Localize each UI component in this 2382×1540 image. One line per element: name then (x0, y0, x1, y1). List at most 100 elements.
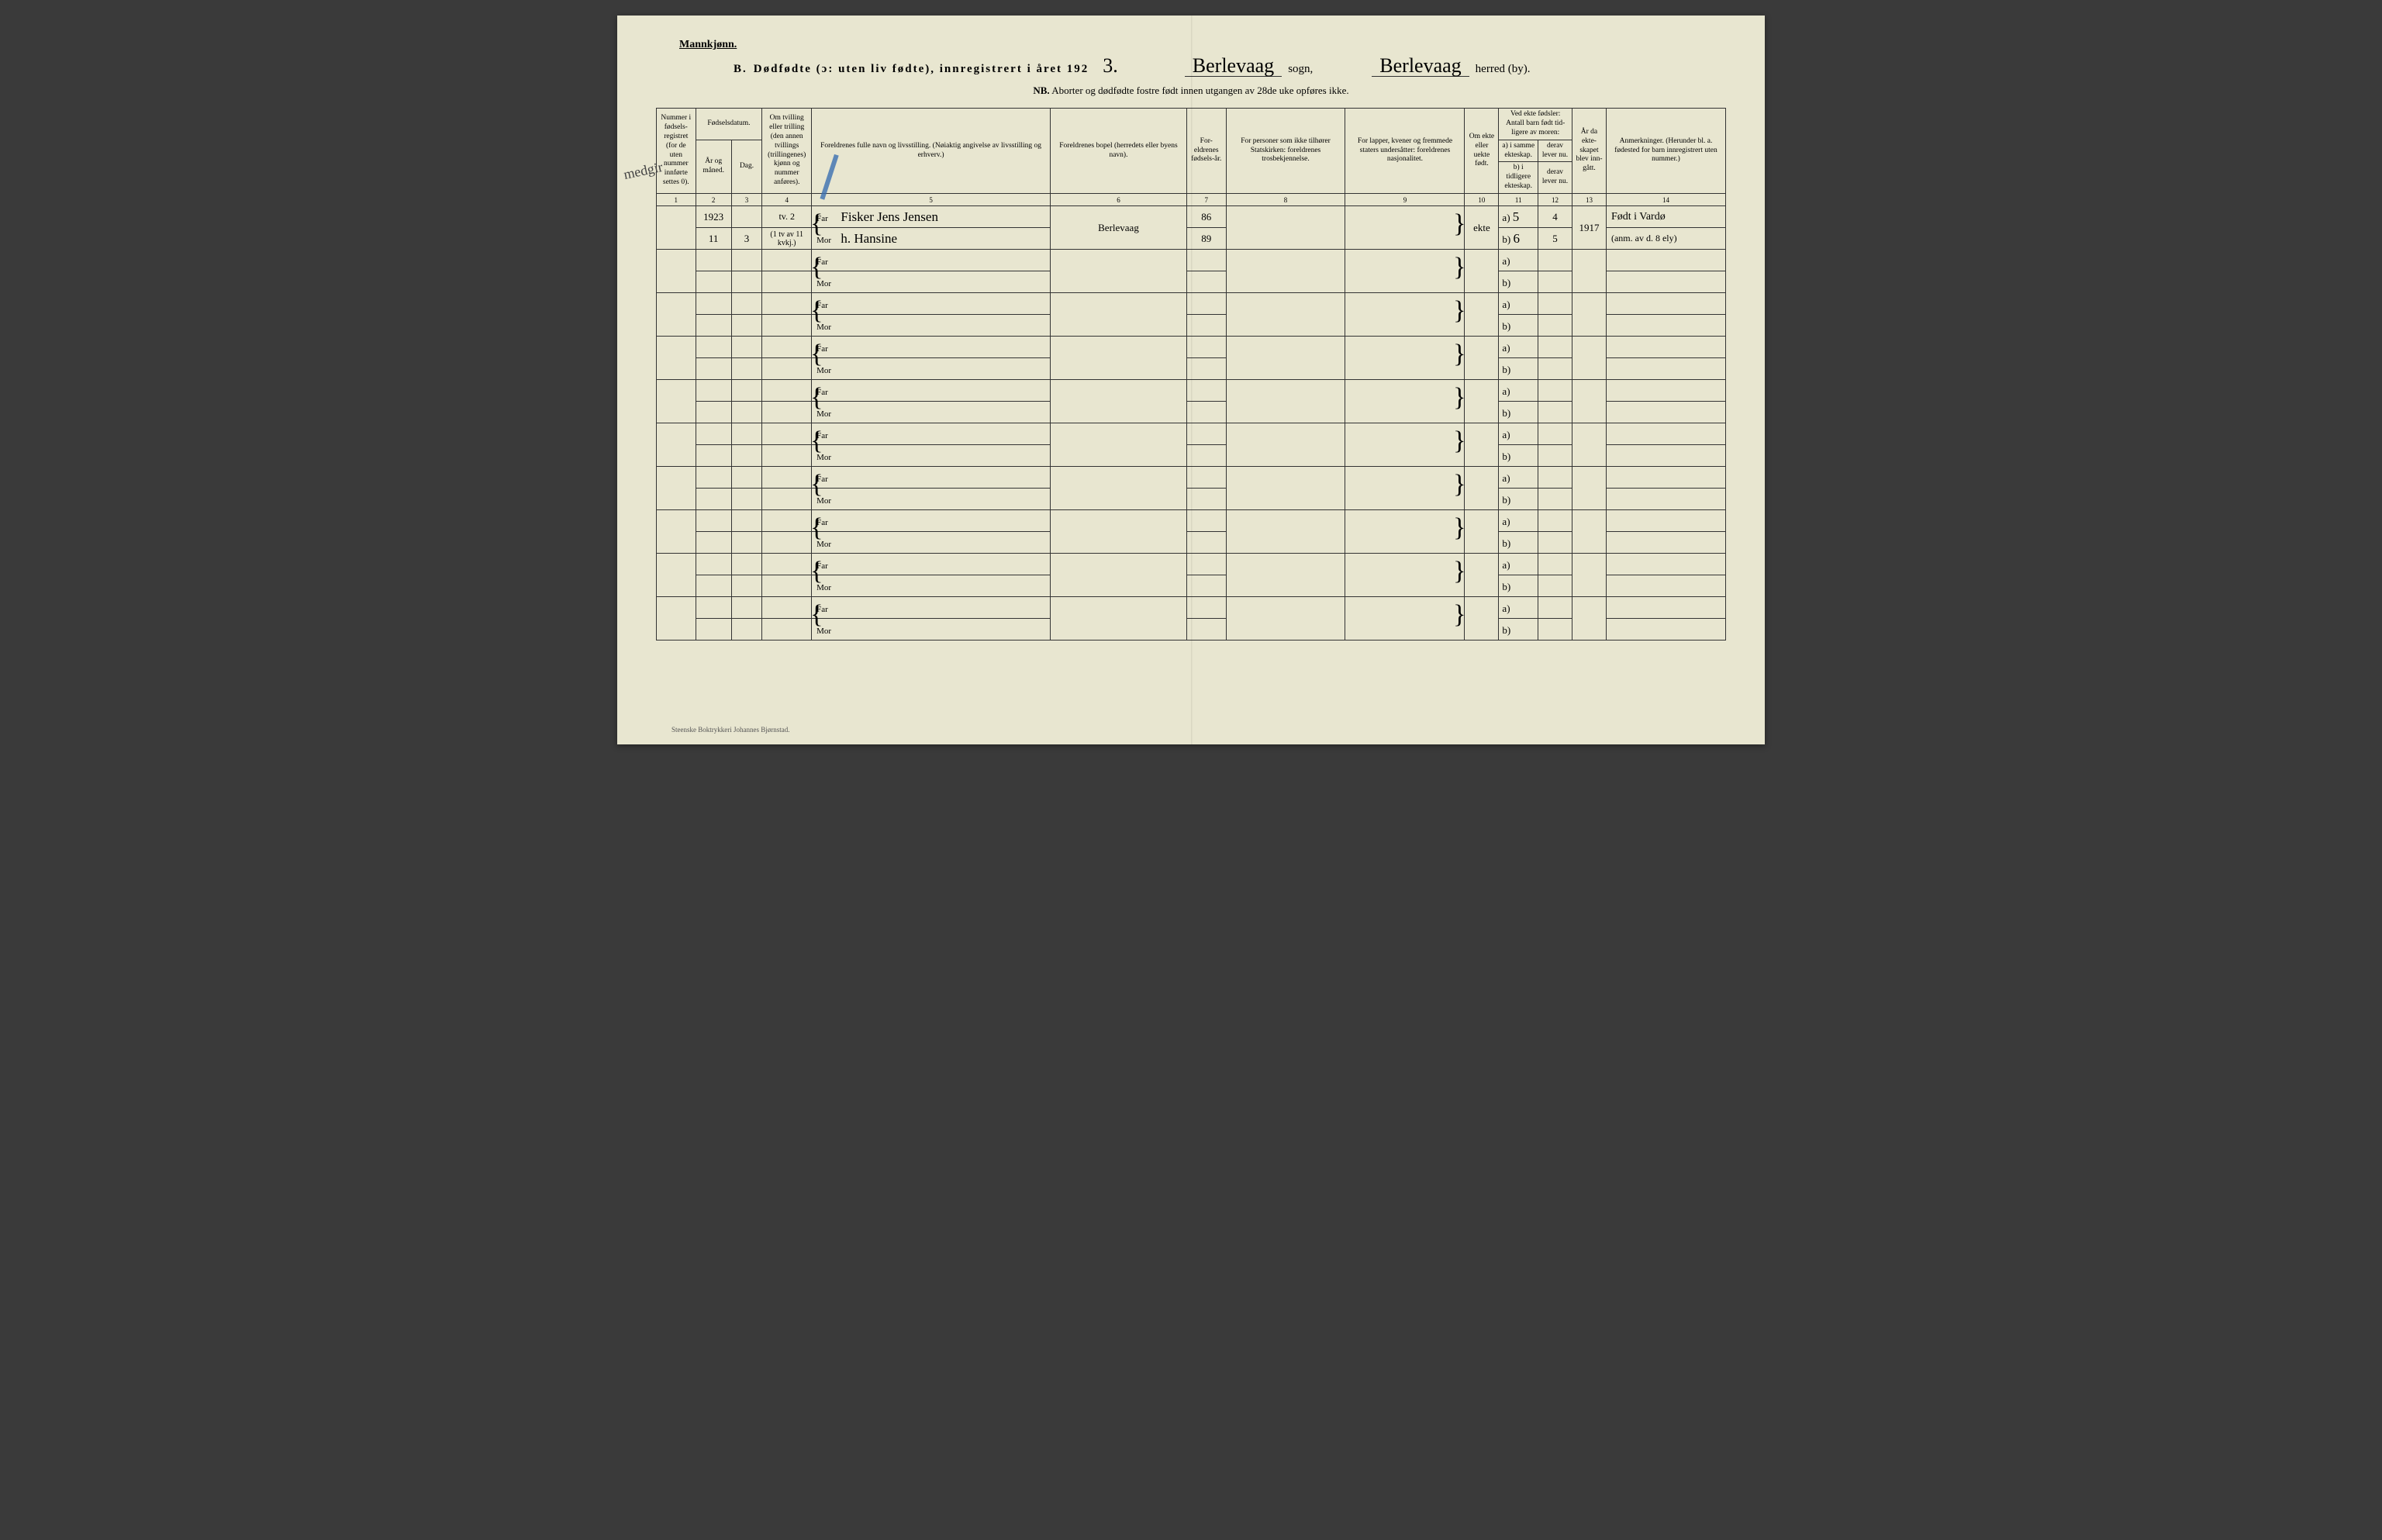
cell-8 (1226, 293, 1345, 337)
cell-mor-name: Mor (812, 402, 1051, 423)
col-header-1: Nummer i fødsels-registret (for de uten … (657, 109, 696, 194)
cell-num (657, 554, 696, 597)
cell-11b: b) (1499, 445, 1538, 467)
cell-num (657, 597, 696, 641)
col-header-2a: År og måned. (696, 140, 731, 193)
cell-ekte (1465, 510, 1499, 554)
cell-month-mor (696, 402, 731, 423)
cell-11b: b) (1499, 271, 1538, 293)
cell-8 (1226, 423, 1345, 467)
cell-11a: a) 5 (1499, 206, 1538, 228)
cell-mor-year (1186, 402, 1226, 423)
cell-mor-year (1186, 358, 1226, 380)
cell-twin-far: tv. 2 (762, 206, 812, 228)
cell-9: } (1345, 337, 1465, 380)
cell-ekte (1465, 597, 1499, 641)
colnum: 13 (1572, 194, 1606, 206)
colnum: 1 (657, 194, 696, 206)
cell-mor-year (1186, 575, 1226, 597)
cell-11b: b) (1499, 402, 1538, 423)
cell-11a: a) (1499, 423, 1538, 445)
cell-far-name: {Far (812, 510, 1051, 532)
cell-12a (1538, 293, 1572, 315)
col-header-2-top: Fødselsdatum. (696, 109, 762, 140)
cell-12b (1538, 402, 1572, 423)
cell-month-mor (696, 315, 731, 337)
cell-year (696, 423, 731, 445)
cell-mor-name: Mor (812, 358, 1051, 380)
cell-day-far (731, 467, 762, 489)
cell-9: } (1345, 467, 1465, 510)
cell-twin-mor (762, 532, 812, 554)
cell-14-far (1606, 597, 1725, 619)
cell-14-far (1606, 467, 1725, 489)
col-header-6: Foreldrenes bopel (herredets eller byens… (1051, 109, 1187, 194)
cell-mor-name: Mor h. Hansine (812, 228, 1051, 250)
cell-year (696, 467, 731, 489)
cell-num (657, 250, 696, 293)
cell-twin-far (762, 554, 812, 575)
cell-day-mor: 3 (731, 228, 762, 250)
cell-9: } (1345, 597, 1465, 641)
colnum: 9 (1345, 194, 1465, 206)
cell-12b (1538, 315, 1572, 337)
cell-11b: b) (1499, 315, 1538, 337)
cell-12b (1538, 358, 1572, 380)
cell-14-far (1606, 510, 1725, 532)
cell-mor-year: 89 (1186, 228, 1226, 250)
herred-value: Berlevaag (1372, 56, 1469, 77)
section-letter: B. (734, 63, 747, 76)
cell-num (657, 467, 696, 510)
cell-14-mor (1606, 532, 1725, 554)
cell-far-year (1186, 510, 1226, 532)
cell-11a: a) (1499, 380, 1538, 402)
cell-day-mor (731, 358, 762, 380)
cell-far-name: {Far (812, 380, 1051, 402)
cell-day-far (731, 206, 762, 228)
col-header-11b: b) i tidligere ekteskap. (1499, 162, 1538, 194)
col-header-8: For personer som ikke tilhører Statskirk… (1226, 109, 1345, 194)
cell-far-year: 86 (1186, 206, 1226, 228)
cell-twin-far (762, 293, 812, 315)
page-fold (1191, 16, 1193, 744)
cell-far-name: {Far (812, 293, 1051, 315)
cell-13 (1572, 597, 1606, 641)
sogn-label: sogn, (1288, 63, 1313, 76)
cell-month-mor (696, 445, 731, 467)
cell-14-mor (1606, 271, 1725, 293)
cell-9: } (1345, 554, 1465, 597)
cell-num (657, 380, 696, 423)
cell-year (696, 597, 731, 619)
cell-twin-mor (762, 445, 812, 467)
cell-12b (1538, 575, 1572, 597)
cell-mor-name: Mor (812, 315, 1051, 337)
cell-ekte (1465, 554, 1499, 597)
cell-far-name: {Far (812, 467, 1051, 489)
cell-twin-mor (762, 619, 812, 641)
cell-12a (1538, 423, 1572, 445)
cell-12b (1538, 445, 1572, 467)
colnum: 2 (696, 194, 731, 206)
cell-12a (1538, 250, 1572, 271)
cell-12b (1538, 271, 1572, 293)
cell-day-far (731, 337, 762, 358)
cell-ekte (1465, 293, 1499, 337)
col-header-2b: Dag. (731, 140, 762, 193)
cell-day-far (731, 510, 762, 532)
cell-year (696, 380, 731, 402)
title-main: Dødfødte (ɔ: uten liv fødte), innregistr… (754, 63, 1089, 76)
cell-12b (1538, 489, 1572, 510)
cell-far-name: {Far (812, 250, 1051, 271)
cell-num (657, 337, 696, 380)
cell-14-mor (1606, 315, 1725, 337)
cell-13 (1572, 250, 1606, 293)
cell-14-mor (1606, 358, 1725, 380)
cell-day-far (731, 293, 762, 315)
cell-day-mor (731, 271, 762, 293)
cell-twin-far (762, 467, 812, 489)
cell-mor-name: Mor (812, 575, 1051, 597)
cell-bopel (1051, 250, 1187, 293)
cell-9: } (1345, 423, 1465, 467)
colnum: 4 (762, 194, 812, 206)
cell-mor-year (1186, 619, 1226, 641)
